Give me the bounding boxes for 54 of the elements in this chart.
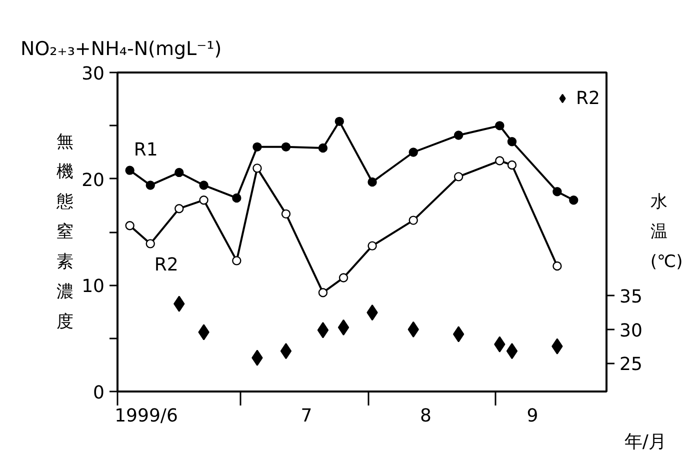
x-tick-label: 1999/6 bbox=[114, 406, 178, 426]
point bbox=[281, 142, 291, 152]
series-label: R1 bbox=[134, 139, 158, 160]
point bbox=[506, 342, 518, 360]
point bbox=[232, 193, 242, 203]
x-tick-label: 9 bbox=[526, 406, 538, 426]
x-tick-label: 7 bbox=[300, 406, 312, 426]
point bbox=[125, 221, 134, 230]
point bbox=[280, 342, 292, 360]
point bbox=[318, 288, 328, 298]
point bbox=[495, 156, 504, 166]
y2-tick-label: 25 bbox=[620, 354, 642, 376]
point bbox=[199, 180, 208, 190]
point bbox=[334, 116, 344, 126]
y-tick-label: 0 bbox=[93, 382, 104, 404]
y-axis-title: 無機態窒素濃度 bbox=[56, 132, 74, 332]
x-axis-title: 年/月 bbox=[624, 432, 667, 452]
point bbox=[199, 196, 208, 205]
point bbox=[495, 121, 504, 130]
point bbox=[454, 130, 464, 140]
y2-tick-label: 35 bbox=[620, 286, 642, 308]
point bbox=[368, 177, 377, 187]
point bbox=[507, 160, 517, 170]
point bbox=[174, 204, 184, 214]
point bbox=[318, 143, 328, 153]
point bbox=[146, 180, 155, 190]
y2-axis-title: 水温(℃) bbox=[650, 192, 683, 272]
point bbox=[174, 168, 184, 178]
point bbox=[552, 261, 562, 271]
legend-label: R2 bbox=[576, 88, 600, 108]
chart-title: NO₂₊₃+NH₄-N(mgL⁻¹) bbox=[20, 38, 222, 60]
point bbox=[232, 256, 242, 266]
point bbox=[507, 137, 517, 146]
y2-tick-label: 30 bbox=[620, 320, 642, 342]
point bbox=[338, 273, 348, 282]
x-tick-label: 8 bbox=[420, 406, 432, 426]
point bbox=[281, 209, 291, 219]
point bbox=[408, 216, 418, 225]
point bbox=[454, 172, 464, 182]
y-tick-label: 30 bbox=[82, 64, 104, 84]
point bbox=[408, 148, 418, 157]
point bbox=[552, 187, 562, 196]
point bbox=[452, 326, 464, 342]
point bbox=[569, 196, 578, 205]
point bbox=[146, 239, 155, 248]
point bbox=[338, 319, 350, 336]
point bbox=[252, 164, 262, 173]
point bbox=[368, 241, 377, 250]
y-tick-label: 20 bbox=[82, 170, 104, 191]
y-tick-label: 10 bbox=[82, 276, 104, 298]
series-label: R2 bbox=[154, 254, 178, 276]
point bbox=[125, 166, 134, 175]
point bbox=[317, 322, 329, 338]
point bbox=[252, 142, 262, 152]
